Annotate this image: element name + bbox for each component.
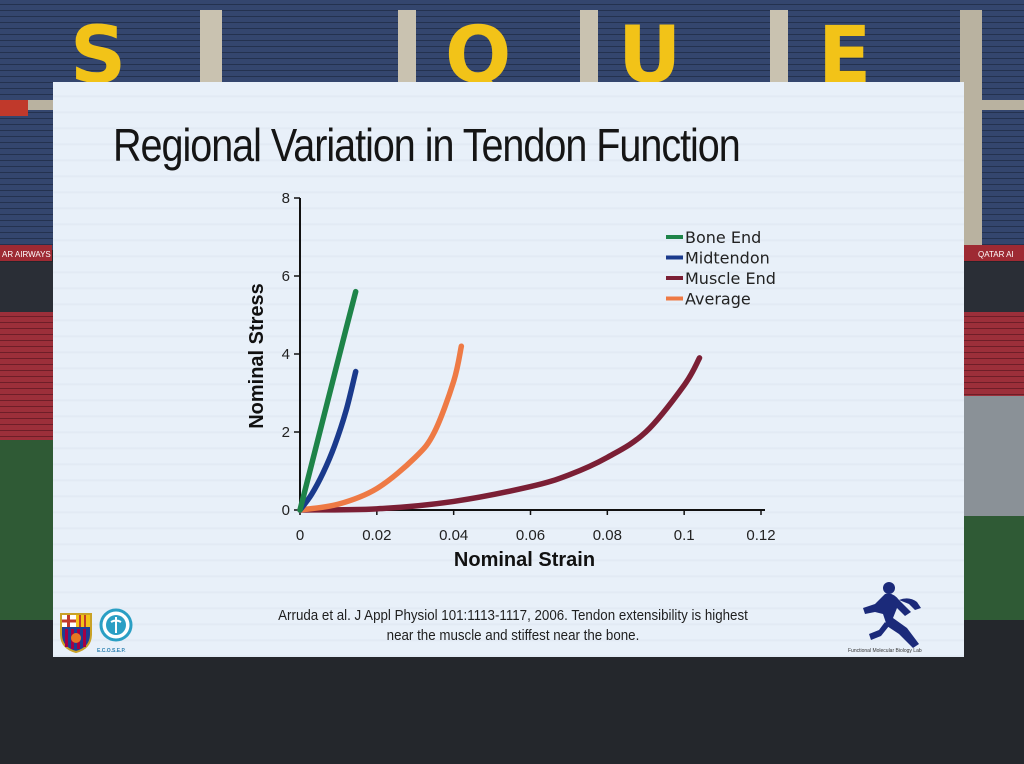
- left-banner-text: AR AIRWAYS: [2, 250, 51, 259]
- citation-line-1: Arruda et al. J Appl Physiol 101:1113-11…: [278, 608, 748, 624]
- legend-label: Midtendon: [685, 249, 770, 268]
- legend-label: Bone End: [685, 228, 761, 247]
- citation-line-2: near the muscle and stiffest near the bo…: [386, 628, 640, 644]
- lab-label: Functional Molecular Biology Lab: [848, 648, 922, 654]
- x-tick-label: 0: [296, 527, 304, 544]
- x-tick-label: 0.1: [674, 527, 695, 544]
- series-line-muscle-end: [297, 355, 703, 513]
- series-line-average: [297, 343, 465, 513]
- ecosep-logo: [99, 608, 133, 642]
- series-line-bone-end: [297, 288, 359, 513]
- y-axis-label: Nominal Stress: [246, 283, 268, 429]
- runner-icon: [863, 582, 921, 648]
- citation-text: Arruda et al. J Appl Physiol 101:1113-11…: [237, 606, 789, 646]
- x-axis-label: Nominal Strain: [454, 549, 595, 571]
- series-line-midtendon: [297, 368, 359, 513]
- legend-label: Average: [685, 290, 751, 309]
- y-tick-label: 0: [282, 502, 290, 519]
- ecosep-label: E.C.O.S.E.P.: [97, 648, 126, 654]
- right-banner: [964, 245, 1024, 261]
- fc-barcelona-crest-logo: [60, 613, 92, 654]
- x-tick-label: 0.02: [362, 527, 391, 544]
- x-tick-label: 0.06: [516, 527, 545, 544]
- x-tick-label: 0.04: [439, 527, 468, 544]
- y-tick-label: 2: [282, 424, 290, 441]
- y-tick-label: 4: [282, 346, 290, 363]
- right-banner-text: QATAR AI: [978, 250, 1014, 259]
- stress-strain-chart: 0 0.02 0.04 0.06 0.08 0.1 0.12 0 2 4 6 8 Nominal Str…: [246, 190, 776, 571]
- legend-label: Muscle End: [685, 269, 776, 288]
- y-tick-label: 6: [282, 268, 290, 285]
- y-tick-label: 8: [282, 190, 290, 207]
- x-tick-label: 0.08: [593, 527, 622, 544]
- slide-title: Regional Variation in Tendon Function: [113, 119, 741, 171]
- x-tick-label: 0.12: [746, 527, 775, 544]
- left-banner: [0, 245, 52, 261]
